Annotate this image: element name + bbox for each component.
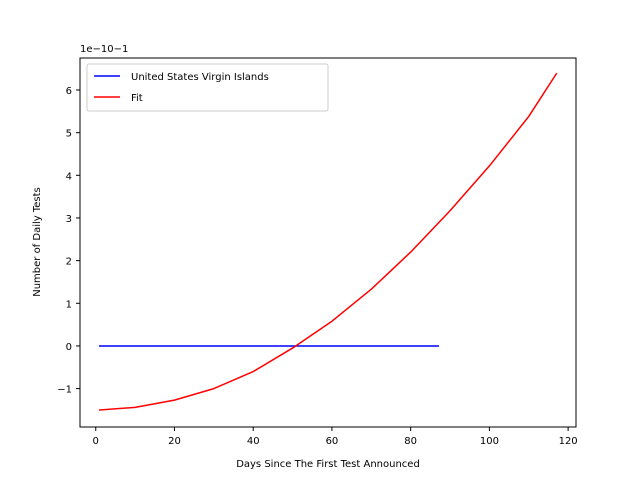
series-line-1 xyxy=(98,72,558,411)
y-tick-label: 0 xyxy=(66,342,72,353)
legend-box xyxy=(86,63,329,112)
x-tick-label: 0 xyxy=(93,436,99,447)
y-tick-label: 4 xyxy=(66,171,72,182)
x-axis: 0 20 40 60 80 100 120 xyxy=(93,427,578,447)
y-tick-label: 1 xyxy=(66,299,72,310)
y-tick-label: 6 xyxy=(66,86,72,97)
series-layer xyxy=(98,72,558,411)
x-tick-label: 40 xyxy=(247,436,260,447)
x-tick-label: 20 xyxy=(168,436,181,447)
legend-label-series-0: United States Virgin Islands xyxy=(131,72,269,83)
x-tick-label: 100 xyxy=(480,436,499,447)
legend: United States Virgin Islands Fit xyxy=(86,63,329,112)
y-tick-label: 2 xyxy=(66,257,72,268)
x-tick-label: 60 xyxy=(326,436,339,447)
y-offset-label: 1e−10−1 xyxy=(80,44,128,55)
y-tick-label: 5 xyxy=(66,129,72,140)
y-axis: −1 0 1 2 3 4 5 6 xyxy=(57,86,80,396)
x-axis-label: Days Since The First Test Announced xyxy=(236,459,420,470)
y-axis-label: Number of Daily Tests xyxy=(32,187,43,297)
legend-label-series-1: Fit xyxy=(131,93,143,104)
plot-frame xyxy=(79,57,577,428)
x-tick-label: 80 xyxy=(404,436,417,447)
x-tick-label: 120 xyxy=(559,436,578,447)
y-tick-label: −1 xyxy=(57,385,72,396)
y-tick-label: 3 xyxy=(66,214,72,225)
